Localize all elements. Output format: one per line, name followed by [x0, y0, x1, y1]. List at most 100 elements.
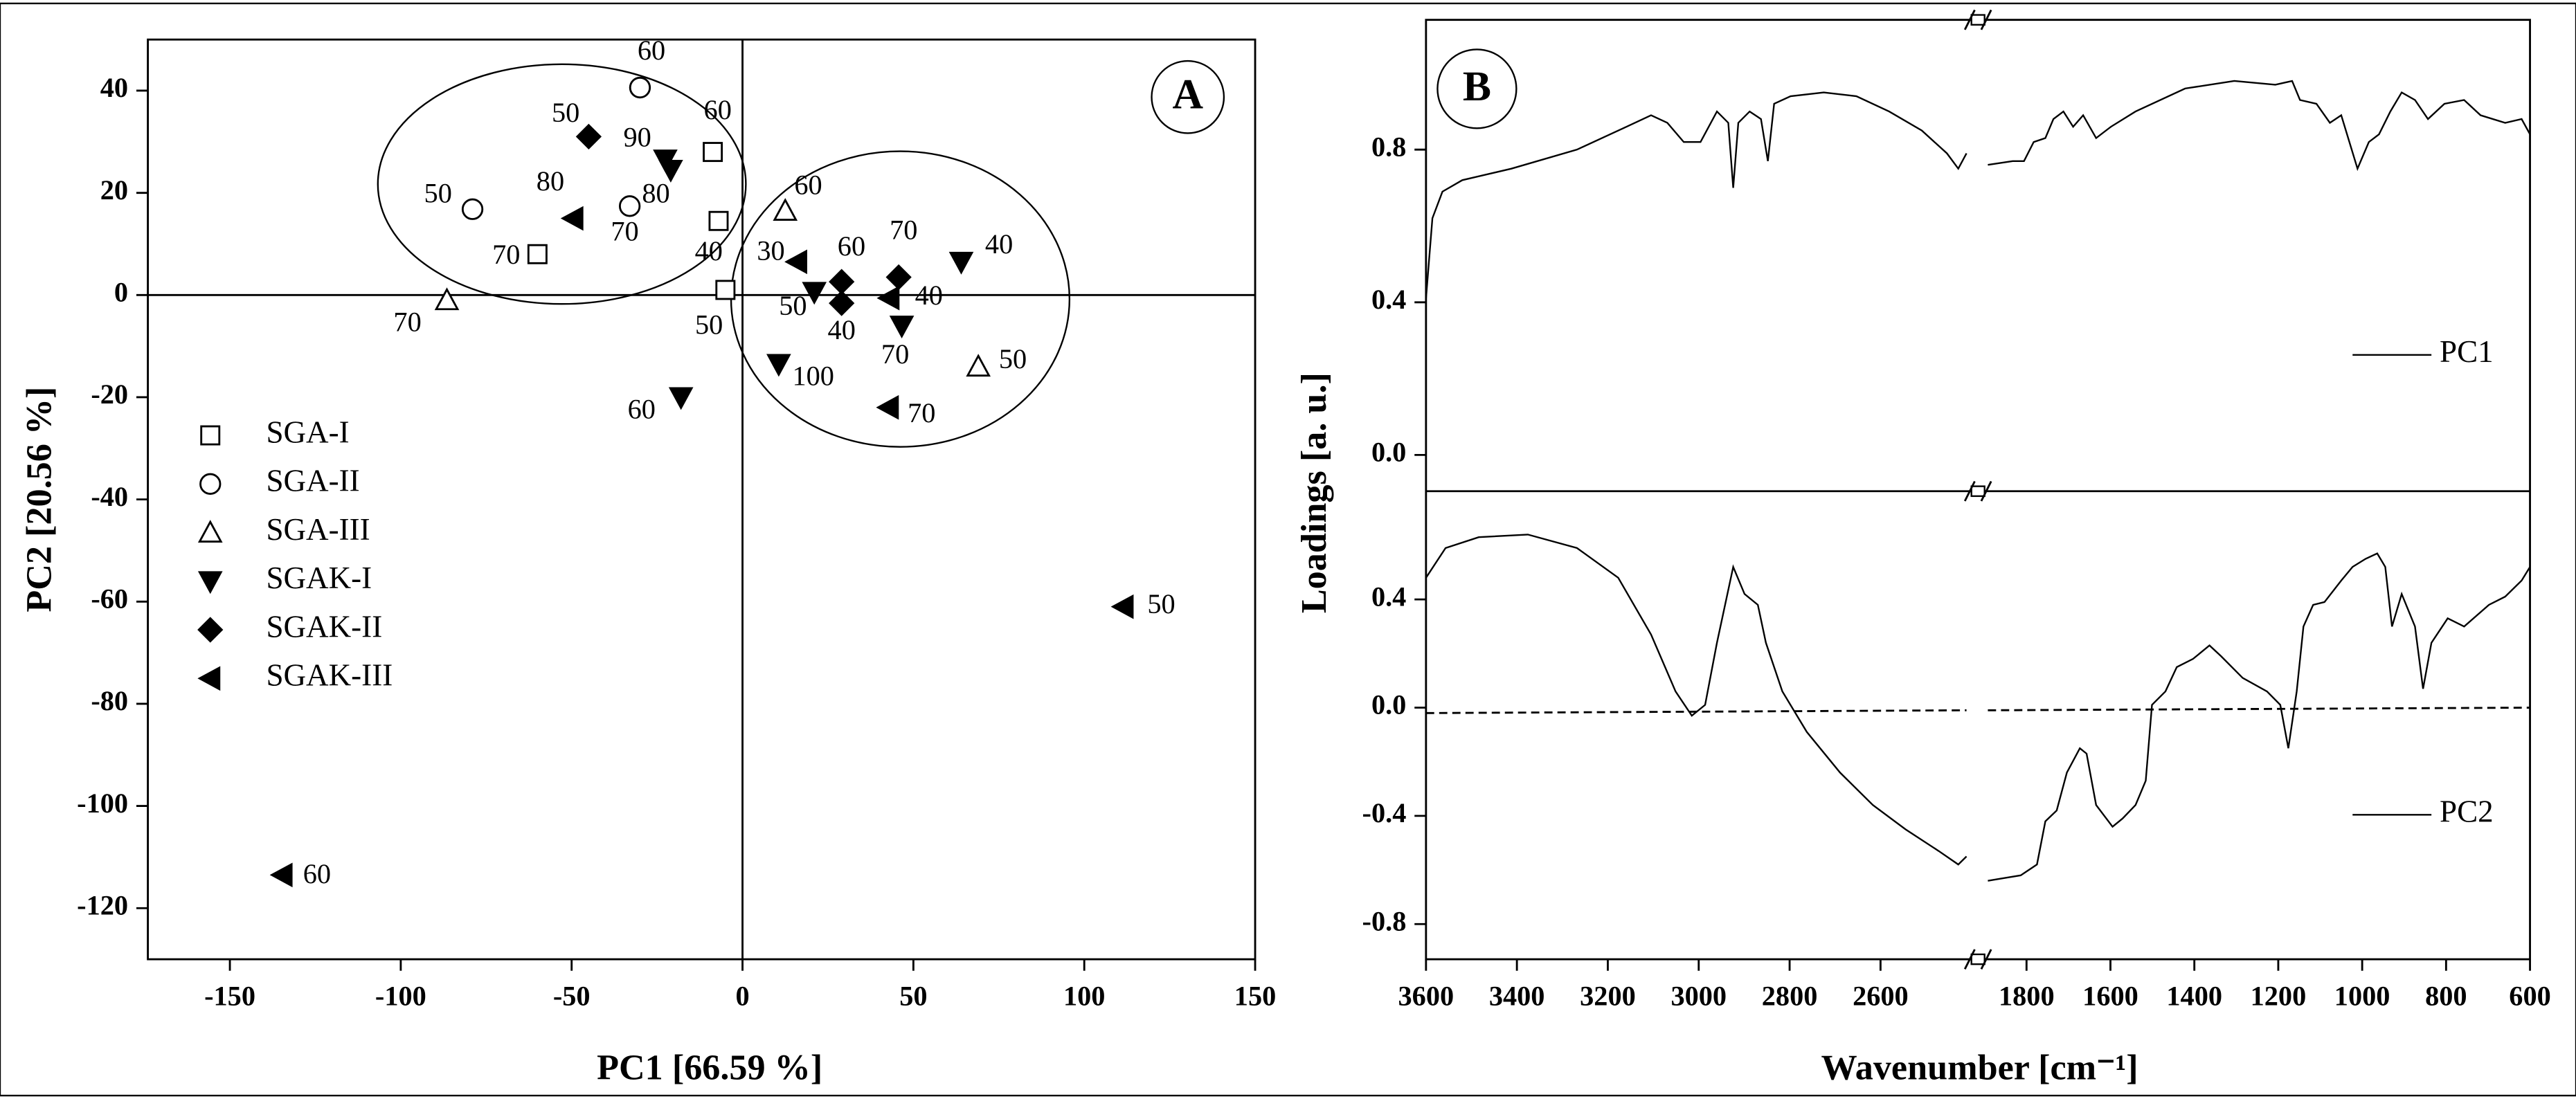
- marker: [618, 195, 641, 217]
- point-label: 60: [638, 35, 665, 66]
- legend-label: SGAK-I: [266, 561, 372, 595]
- marker: [658, 159, 683, 183]
- legend-label: SGAK-II: [266, 609, 382, 644]
- point-label: 30: [757, 235, 784, 266]
- point-label: 70: [908, 397, 935, 428]
- marker: [575, 123, 602, 150]
- axis-break-mark: [1963, 480, 1976, 502]
- panel-label: B: [1463, 63, 1491, 110]
- marker: [560, 206, 584, 231]
- x-tick-label: 2800: [1762, 980, 1818, 1011]
- x-tick-label: 800: [2425, 980, 2467, 1011]
- marker: [629, 76, 651, 99]
- legend-marker: [199, 473, 222, 495]
- x-tick-label: 1400: [2166, 980, 2222, 1011]
- point-label: 40: [915, 280, 943, 311]
- x-tick-label: 3000: [1670, 980, 1727, 1011]
- marker: [948, 251, 974, 275]
- marker: [715, 280, 736, 300]
- marker: [766, 354, 791, 377]
- point-label: 60: [628, 394, 656, 425]
- y-tick-label: -100: [77, 788, 128, 819]
- x-tick-label: 3400: [1489, 980, 1545, 1011]
- axis-break-gap: [1970, 14, 1985, 26]
- marker: [269, 862, 293, 888]
- y-axis-title: Loadings [a. u.]: [1294, 372, 1334, 613]
- x-tick-label: 0: [735, 980, 749, 1011]
- y-axis-title: PC2 [20.56 %]: [19, 387, 60, 612]
- marker: [527, 244, 548, 264]
- x-tick-label: 1600: [2082, 980, 2138, 1011]
- x-tick-label: 3600: [1398, 980, 1454, 1011]
- point-label: 70: [492, 239, 520, 270]
- y-tick-label: 0.4: [1371, 284, 1406, 315]
- point-label: 80: [642, 178, 669, 209]
- panel-badge: [1151, 60, 1225, 134]
- legend-label: PC2: [2440, 794, 2494, 829]
- point-label: 50: [695, 309, 723, 340]
- marker: [784, 249, 808, 275]
- x-tick-label: -100: [375, 980, 426, 1011]
- y-tick-label: -60: [91, 583, 128, 615]
- axis-break-mark: [1963, 949, 1976, 970]
- legend-marker: [200, 425, 221, 446]
- x-axis-title: Wavenumber [cm⁻¹]: [1821, 1047, 2138, 1087]
- x-tick-label: 150: [1234, 980, 1277, 1011]
- point-label: 50: [424, 178, 452, 209]
- x-axis-title: PC1 [66.59 %]: [597, 1047, 822, 1087]
- point-label: 80: [537, 165, 564, 197]
- legend-marker: [197, 617, 224, 643]
- panel-badge: [1436, 48, 1517, 129]
- point-label: 70: [890, 215, 917, 246]
- y-tick-label: 0.0: [1371, 689, 1406, 720]
- x-tick-label: 600: [2509, 980, 2551, 1011]
- point-label: 60: [303, 858, 331, 889]
- y-tick-label: 0.8: [1371, 131, 1406, 162]
- x-tick-label: -50: [553, 980, 591, 1011]
- point-label: 70: [611, 215, 638, 246]
- point-label: 40: [985, 228, 1013, 260]
- marker: [966, 354, 991, 377]
- axis-break-mark: [1980, 480, 1992, 502]
- y-tick-label: -0.4: [1362, 797, 1407, 828]
- marker: [461, 198, 484, 220]
- axis-break-gap: [1970, 953, 1985, 965]
- y-tick-label: 40: [100, 72, 128, 103]
- marker: [876, 394, 899, 420]
- marker: [802, 282, 827, 305]
- marker: [829, 290, 855, 316]
- y-tick-label: 0.4: [1371, 581, 1406, 612]
- point-label: 40: [828, 314, 856, 345]
- y-tick-label: 0.0: [1371, 437, 1406, 468]
- marker: [703, 142, 723, 163]
- x-tick-label: -150: [204, 980, 255, 1011]
- point-label: 40: [695, 235, 723, 266]
- axis-break-gap: [1970, 485, 1985, 498]
- point-label: 90: [623, 121, 651, 152]
- cluster-ellipse: [377, 63, 747, 305]
- axis-break-mark: [1980, 9, 1992, 30]
- x-tick-label: 50: [899, 980, 927, 1011]
- marker: [876, 285, 900, 311]
- point-label: 70: [881, 338, 909, 370]
- marker: [773, 198, 798, 221]
- marker: [708, 210, 729, 231]
- point-label: 60: [794, 170, 822, 201]
- y-tick-label: 20: [100, 174, 128, 206]
- point-label: 100: [792, 361, 834, 392]
- x-tick-label: 100: [1063, 980, 1105, 1011]
- legend-label: SGA-II: [266, 464, 359, 498]
- legend-label: SGA-III: [266, 512, 370, 547]
- line: [1425, 534, 2531, 882]
- point-label: 50: [1147, 588, 1175, 619]
- dashed-line: [1425, 707, 2530, 714]
- legend-label: SGA-I: [266, 415, 349, 449]
- legend-label: PC1: [2440, 334, 2494, 369]
- point-label: 50: [999, 343, 1027, 374]
- axis-break-mark: [1980, 949, 1992, 970]
- marker: [1110, 594, 1134, 619]
- x-tick-label: 2600: [1853, 980, 1909, 1011]
